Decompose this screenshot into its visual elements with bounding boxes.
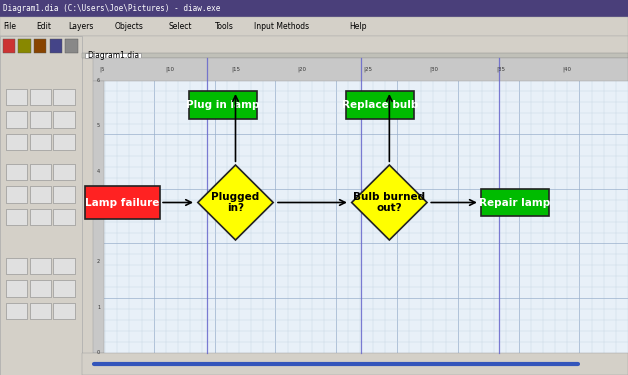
Text: Diagram1.dia: Diagram1.dia	[87, 51, 139, 60]
Text: Layers: Layers	[68, 22, 94, 31]
FancyBboxPatch shape	[6, 186, 27, 203]
FancyBboxPatch shape	[93, 81, 104, 352]
FancyBboxPatch shape	[0, 36, 82, 375]
FancyBboxPatch shape	[6, 303, 27, 319]
Text: |25: |25	[364, 67, 372, 72]
FancyBboxPatch shape	[481, 189, 549, 216]
Text: 3: 3	[97, 214, 100, 219]
Text: Diagram1.dia (C:\Users\Joe\Pictures) - diaw.exe: Diagram1.dia (C:\Users\Joe\Pictures) - d…	[3, 4, 220, 13]
Polygon shape	[352, 165, 427, 240]
FancyBboxPatch shape	[82, 53, 628, 58]
FancyBboxPatch shape	[0, 36, 628, 54]
FancyBboxPatch shape	[6, 209, 27, 225]
Text: |40: |40	[562, 67, 571, 72]
FancyBboxPatch shape	[30, 164, 51, 180]
FancyBboxPatch shape	[53, 186, 75, 203]
FancyBboxPatch shape	[53, 209, 75, 225]
FancyBboxPatch shape	[53, 280, 75, 297]
Text: Edit: Edit	[36, 22, 51, 31]
FancyBboxPatch shape	[93, 58, 628, 352]
FancyBboxPatch shape	[6, 111, 27, 128]
FancyBboxPatch shape	[85, 186, 160, 219]
FancyBboxPatch shape	[30, 280, 51, 297]
FancyBboxPatch shape	[6, 134, 27, 150]
FancyBboxPatch shape	[345, 91, 414, 119]
Text: Help: Help	[349, 22, 367, 31]
FancyBboxPatch shape	[30, 209, 51, 225]
Text: Objects: Objects	[115, 22, 144, 31]
Text: |35: |35	[496, 67, 505, 72]
FancyBboxPatch shape	[65, 39, 78, 53]
FancyBboxPatch shape	[85, 53, 141, 58]
FancyBboxPatch shape	[53, 164, 75, 180]
FancyBboxPatch shape	[6, 164, 27, 180]
FancyBboxPatch shape	[0, 0, 628, 17]
Text: Tools: Tools	[215, 22, 234, 31]
Text: 5: 5	[97, 123, 100, 129]
FancyBboxPatch shape	[30, 134, 51, 150]
Text: Replace bulb: Replace bulb	[342, 100, 418, 110]
Polygon shape	[198, 165, 273, 240]
FancyBboxPatch shape	[30, 186, 51, 203]
FancyBboxPatch shape	[30, 258, 51, 274]
FancyBboxPatch shape	[50, 39, 62, 53]
FancyBboxPatch shape	[6, 280, 27, 297]
Text: 6: 6	[97, 78, 100, 83]
Text: File: File	[3, 22, 16, 31]
Text: Bulb burned
out?: Bulb burned out?	[354, 192, 425, 213]
Text: 4: 4	[97, 169, 100, 174]
Text: |30: |30	[430, 67, 439, 72]
Text: |10: |10	[165, 67, 175, 72]
Text: 1: 1	[97, 304, 100, 310]
Text: Lamp failure: Lamp failure	[85, 198, 160, 207]
FancyBboxPatch shape	[6, 258, 27, 274]
Text: Plugged
in?: Plugged in?	[212, 192, 259, 213]
FancyBboxPatch shape	[93, 58, 628, 81]
Text: Select: Select	[168, 22, 192, 31]
FancyBboxPatch shape	[3, 39, 15, 53]
FancyBboxPatch shape	[30, 303, 51, 319]
FancyBboxPatch shape	[53, 303, 75, 319]
FancyBboxPatch shape	[188, 91, 257, 119]
FancyBboxPatch shape	[53, 111, 75, 128]
FancyBboxPatch shape	[53, 258, 75, 274]
Text: Plug in lamp: Plug in lamp	[186, 100, 260, 110]
FancyBboxPatch shape	[82, 352, 628, 375]
Text: |20: |20	[298, 67, 306, 72]
Text: |5: |5	[99, 67, 105, 72]
Text: |15: |15	[232, 67, 241, 72]
FancyBboxPatch shape	[30, 89, 51, 105]
Text: 0: 0	[97, 350, 100, 355]
Text: Repair lamp: Repair lamp	[479, 198, 551, 207]
FancyBboxPatch shape	[18, 39, 31, 53]
FancyBboxPatch shape	[53, 89, 75, 105]
FancyBboxPatch shape	[6, 89, 27, 105]
FancyBboxPatch shape	[34, 39, 46, 53]
FancyBboxPatch shape	[30, 111, 51, 128]
FancyBboxPatch shape	[0, 17, 628, 36]
FancyBboxPatch shape	[53, 134, 75, 150]
Text: 2: 2	[97, 260, 100, 264]
Text: Input Methods: Input Methods	[254, 22, 310, 31]
